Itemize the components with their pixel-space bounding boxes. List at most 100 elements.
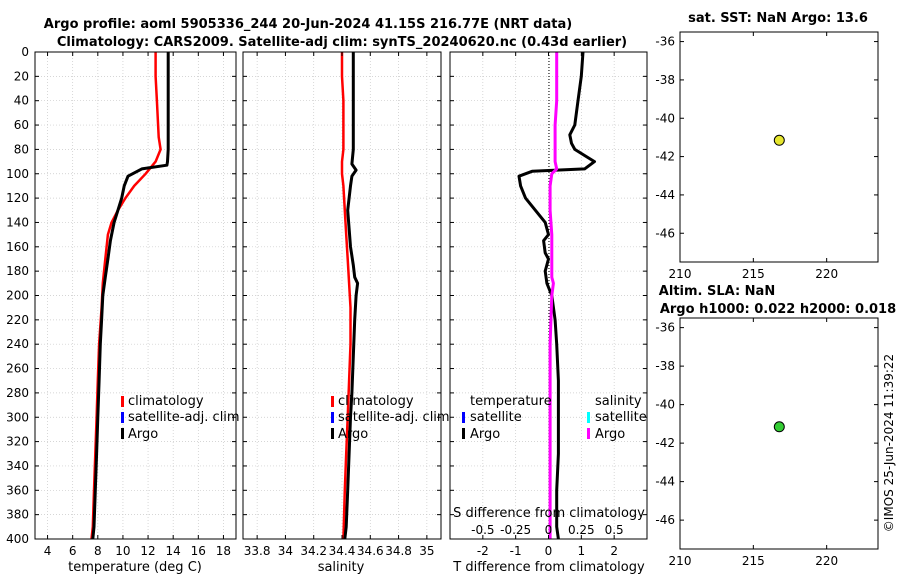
sla-map-frame [679,317,879,550]
x-tick-label: 215 [742,267,765,281]
sst-map-axes: -36 -38 -40 -42 -44 -46 210 215 220 [655,31,879,281]
difference-xlabel: T difference from climatology [452,560,645,575]
x-tick-label: 34.4 [329,544,356,558]
difference-legend: temperature satellite Argo salinity sate… [462,394,647,442]
y-tick-label: 300 [6,410,29,424]
x-tick-label: 1 [578,544,586,558]
y-tick-label: -38 [655,359,675,373]
x-tick-label: -1 [510,544,522,558]
x-tick-label: 6 [69,544,77,558]
legend-climatology-swatch [121,396,124,407]
legend-s-satellite-label: satellite [595,410,647,425]
y-tick-label: 20 [14,69,29,83]
x-tick-label: 0 [545,544,553,558]
x-tick-label: 210 [669,267,692,281]
legend-argo-label: Argo [338,427,368,442]
legend-s-satellite-swatch [587,412,590,423]
salinity-series [340,52,360,540]
x-tick-label: 33.8 [244,544,271,558]
legend-s-argo-swatch [587,428,590,439]
sst-title: sat. SST: NaN Argo: 13.6 [688,11,868,26]
x-tick-label: 16 [191,544,206,558]
legend-t-argo-swatch [462,428,465,439]
legend-satellite-adj-swatch [121,412,124,423]
x-tick-label: 220 [815,554,838,568]
main-title-line2: Climatology: CARS2009. Satellite-adj cli… [57,35,627,50]
temperature-ticks: 4 6 8 10 12 14 16 18020406080100120140160180200… [6,45,236,558]
legend-climatology-label: climatology [338,394,414,409]
difference-top-ticks: -0.5 -0.25 0 0.25 0.5 [471,523,624,537]
temperature-axes: 4 6 8 10 12 14 16 18020406080100120140160180200… [6,45,240,575]
legend-salinity-header: salinity [595,394,642,409]
x-tick-label: 34.8 [385,544,412,558]
legend-argo-swatch [331,428,334,439]
series-line-argo [91,52,170,540]
legend-satellite-adj-swatch [331,412,334,423]
y-tick-label: 320 [6,435,29,449]
profile-location-marker [773,134,785,146]
sst-map-points [773,134,785,146]
sst-map-ticks: -36 -38 -40 -42 -44 -46 210 215 220 [655,32,878,281]
salinity-axes: 33.8 34 34.2 34.4 34.6 34.8 35 salinity climat… [242,51,450,575]
x-tick-label: 34 [278,544,293,558]
y-tick-label: 220 [6,313,29,327]
temperature-series [90,52,170,540]
y-tick-label: 400 [6,532,29,546]
series-line-temperature-argo [517,51,596,540]
y-tick-label: -44 [655,188,675,202]
difference-ticks: -2 -1 0 1 2 [450,51,647,558]
x-tick-label: 34.6 [357,544,384,558]
salinity-xlabel: salinity [318,560,365,575]
salinity-grid [243,51,441,540]
series-line-salinity-argo [548,52,559,539]
y-tick-label: 80 [14,142,29,156]
y-tick-label: -38 [655,73,675,87]
series-line-climatology [340,52,352,540]
y-tick-label: -44 [655,475,675,489]
top-tick-label: -0.25 [500,523,531,537]
top-tick-label: 0 [545,523,553,537]
y-tick-label: 140 [6,215,29,229]
x-tick-label: -2 [477,544,489,558]
y-tick-label: 260 [6,362,29,376]
y-tick-label: 40 [14,94,29,108]
top-tick-label: 0.25 [568,523,595,537]
y-tick-label: 120 [6,191,29,205]
legend-temperature-header: temperature [470,394,552,409]
y-tick-label: 360 [6,483,29,497]
x-tick-label: 4 [44,544,52,558]
y-tick-label: 0 [21,45,29,59]
y-tick-label: -36 [655,35,675,49]
top-tick-label: 0.5 [605,523,624,537]
sla-title-line2: Argo h1000: 0.022 h2000: 0.018 [660,302,896,317]
y-tick-label: 280 [6,386,29,400]
y-tick-label: -42 [655,436,675,450]
x-tick-label: 215 [742,554,765,568]
legend-satellite-adj-label: satellite-adj. clim [128,410,240,425]
timestamp: ©IMOS 25-Jun-2024 11:39:22 [882,354,896,532]
top-tick-label: -0.5 [471,523,494,537]
legend-t-satellite-label: satellite [470,410,522,425]
x-tick-label: 34.2 [300,544,327,558]
legend-t-argo-label: Argo [470,427,500,442]
x-tick-label: 14 [166,544,181,558]
y-tick-label: -46 [655,226,675,240]
x-tick-label: 210 [669,554,692,568]
sla-map-ticks: -36 -38 -40 -42 -44 -46 210 215 220 [655,318,878,568]
series-line-argo [343,52,360,540]
y-tick-label: -36 [655,321,675,335]
y-tick-label: 380 [6,508,29,522]
legend-climatology-swatch [331,396,334,407]
y-tick-label: 240 [6,337,29,351]
y-tick-label: 180 [6,264,29,278]
sst-map-frame [679,31,879,263]
sla-map-axes: -36 -38 -40 -42 -44 -46 210 215 220 [655,317,879,568]
x-tick-label: 220 [815,267,838,281]
sla-title-line1: Altim. SLA: NaN [659,284,775,299]
profile-location-marker [773,421,785,433]
x-tick-label: 12 [140,544,155,558]
legend-s-argo-label: Argo [595,427,625,442]
temperature-xlabel: temperature (deg C) [68,560,202,575]
y-tick-label: -42 [655,150,675,164]
